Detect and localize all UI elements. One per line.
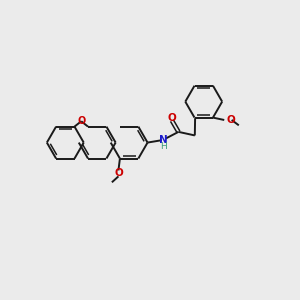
Text: O: O (114, 168, 123, 178)
Text: O: O (168, 113, 176, 123)
Text: O: O (226, 115, 235, 125)
Text: N: N (159, 135, 168, 145)
Text: O: O (77, 116, 86, 126)
Text: H: H (160, 142, 167, 151)
